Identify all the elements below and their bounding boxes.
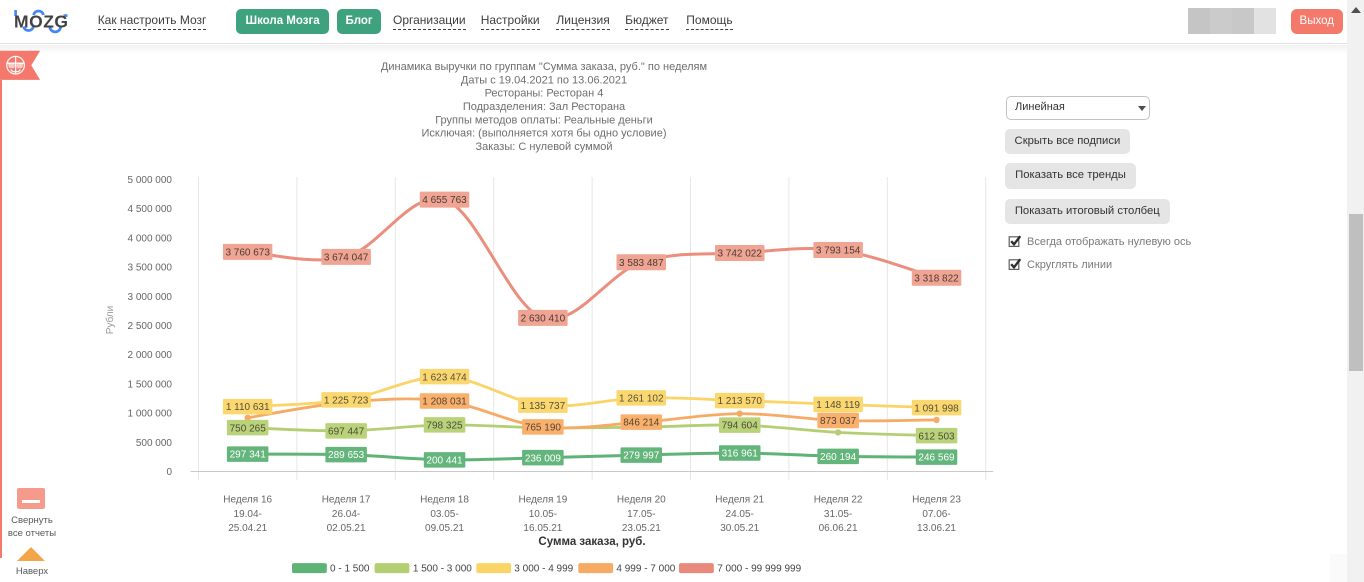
svg-text:612 503: 612 503 (918, 431, 955, 442)
svg-text:794 604: 794 604 (722, 421, 759, 432)
svg-text:Подразделения: Зал Ресторана: Подразделения: Зал Ресторана (463, 101, 626, 113)
svg-text:Даты с 19.04.2021 по 13.06.202: Даты с 19.04.2021 по 13.06.2021 (461, 74, 627, 86)
svg-text:Неделя 19: Неделя 19 (519, 495, 568, 506)
svg-text:17.05-: 17.05- (627, 509, 655, 520)
svg-text:697 447: 697 447 (328, 426, 365, 437)
svg-text:3 760 673: 3 760 673 (225, 248, 270, 259)
svg-text:1 500 000: 1 500 000 (128, 379, 173, 390)
svg-text:260 194: 260 194 (820, 452, 857, 463)
svg-text:1 148 119: 1 148 119 (816, 400, 860, 411)
svg-text:2 500 000: 2 500 000 (128, 321, 173, 332)
svg-text:3 583 487: 3 583 487 (619, 258, 664, 269)
svg-text:26.04-: 26.04- (332, 509, 360, 520)
svg-text:Рестораны: Ресторан 4: Рестораны: Ресторан 4 (485, 88, 604, 100)
svg-text:0: 0 (166, 467, 172, 478)
svg-text:2 630 410: 2 630 410 (521, 314, 566, 325)
svg-text:236 009: 236 009 (525, 453, 562, 464)
svg-text:Сумма заказа, руб.: Сумма заказа, руб. (538, 536, 645, 548)
svg-text:10.05-: 10.05- (529, 509, 557, 520)
svg-text:246 569: 246 569 (918, 453, 955, 464)
svg-text:4 000 000: 4 000 000 (128, 233, 173, 244)
svg-text:16.05.21: 16.05.21 (523, 523, 562, 534)
svg-text:Неделя 18: Неделя 18 (420, 495, 469, 506)
svg-text:25.04.21: 25.04.21 (228, 523, 267, 534)
svg-text:1 208 031: 1 208 031 (422, 397, 467, 408)
svg-text:2 000 000: 2 000 000 (128, 350, 173, 361)
svg-text:4 500 000: 4 500 000 (128, 204, 173, 215)
svg-text:3 793 154: 3 793 154 (816, 246, 861, 257)
svg-text:Неделя 17: Неделя 17 (322, 495, 371, 506)
svg-text:1 623 474: 1 623 474 (422, 372, 467, 383)
svg-text:13.06.21: 13.06.21 (917, 523, 956, 534)
svg-text:765 190: 765 190 (525, 422, 562, 433)
svg-text:4 655 763: 4 655 763 (422, 195, 467, 206)
svg-text:1 091 998: 1 091 998 (914, 403, 959, 414)
svg-text:31.05-: 31.05- (824, 509, 852, 520)
svg-text:289 653: 289 653 (328, 450, 365, 461)
svg-text:3 000 000: 3 000 000 (128, 292, 173, 303)
svg-text:3 674 047: 3 674 047 (324, 253, 369, 264)
svg-text:Рубли: Рубли (104, 306, 116, 334)
svg-text:Группы методов оплаты: Реальны: Группы методов оплаты: Реальные деньги (435, 114, 653, 126)
svg-text:5 000 000: 5 000 000 (128, 175, 173, 186)
svg-text:Неделя 22: Неделя 22 (814, 495, 863, 506)
svg-text:24.05-: 24.05- (726, 509, 754, 520)
svg-text:Неделя 20: Неделя 20 (617, 495, 666, 506)
svg-text:06.06.21: 06.06.21 (819, 523, 858, 534)
svg-text:1 000 000: 1 000 000 (128, 409, 173, 420)
svg-text:1 225 723: 1 225 723 (324, 396, 369, 407)
svg-text:500 000: 500 000 (136, 438, 173, 449)
svg-text:798 325: 798 325 (426, 421, 463, 432)
svg-text:4 999 - 7 000: 4 999 - 7 000 (616, 564, 675, 575)
svg-text:03.05-: 03.05- (430, 509, 458, 520)
svg-text:19.04-: 19.04- (234, 509, 262, 520)
svg-text:1 500 - 3 000: 1 500 - 3 000 (413, 564, 472, 575)
svg-text:Динамика выручки по группам "С: Динамика выручки по группам "Сумма заказ… (381, 61, 707, 73)
svg-text:Заказы: С нулевой суммой: Заказы: С нулевой суммой (475, 141, 612, 153)
svg-text:846 214: 846 214 (623, 418, 660, 429)
svg-text:279 997: 279 997 (623, 451, 660, 462)
svg-text:MOZG: MOZG (14, 12, 69, 32)
svg-text:Неделя 23: Неделя 23 (912, 495, 961, 506)
svg-text:750 265: 750 265 (230, 423, 267, 434)
svg-text:316 961: 316 961 (722, 449, 759, 460)
svg-text:200 441: 200 441 (426, 455, 463, 466)
svg-text:3 500 000: 3 500 000 (128, 263, 173, 274)
svg-text:3 000 - 4 999: 3 000 - 4 999 (514, 564, 573, 575)
svg-text:1 110 631: 1 110 631 (226, 402, 270, 413)
svg-text:23.05.21: 23.05.21 (622, 523, 661, 534)
svg-text:Исключая: (выполняется хотя бы: Исключая: (выполняется хотя бы одно усло… (422, 128, 667, 140)
svg-text:07.06-: 07.06- (922, 509, 950, 520)
svg-text:Неделя 16: Неделя 16 (223, 495, 272, 506)
svg-text:09.05.21: 09.05.21 (425, 523, 464, 534)
svg-text:1 135 737: 1 135 737 (521, 401, 566, 412)
svg-text:02.05.21: 02.05.21 (327, 523, 366, 534)
svg-text:30.05.21: 30.05.21 (720, 523, 759, 534)
svg-text:3 742 022: 3 742 022 (717, 249, 762, 260)
svg-text:Неделя 21: Неделя 21 (715, 495, 764, 506)
svg-text:1 261 102: 1 261 102 (619, 394, 664, 405)
svg-text:7 000 - 99 999 999: 7 000 - 99 999 999 (717, 564, 801, 575)
svg-text:3 318 822: 3 318 822 (914, 273, 959, 284)
svg-text:297 341: 297 341 (230, 450, 267, 461)
svg-text:873 037: 873 037 (820, 416, 857, 427)
svg-text:1 213 570: 1 213 570 (717, 396, 762, 407)
svg-text:0 - 1 500: 0 - 1 500 (330, 564, 370, 575)
